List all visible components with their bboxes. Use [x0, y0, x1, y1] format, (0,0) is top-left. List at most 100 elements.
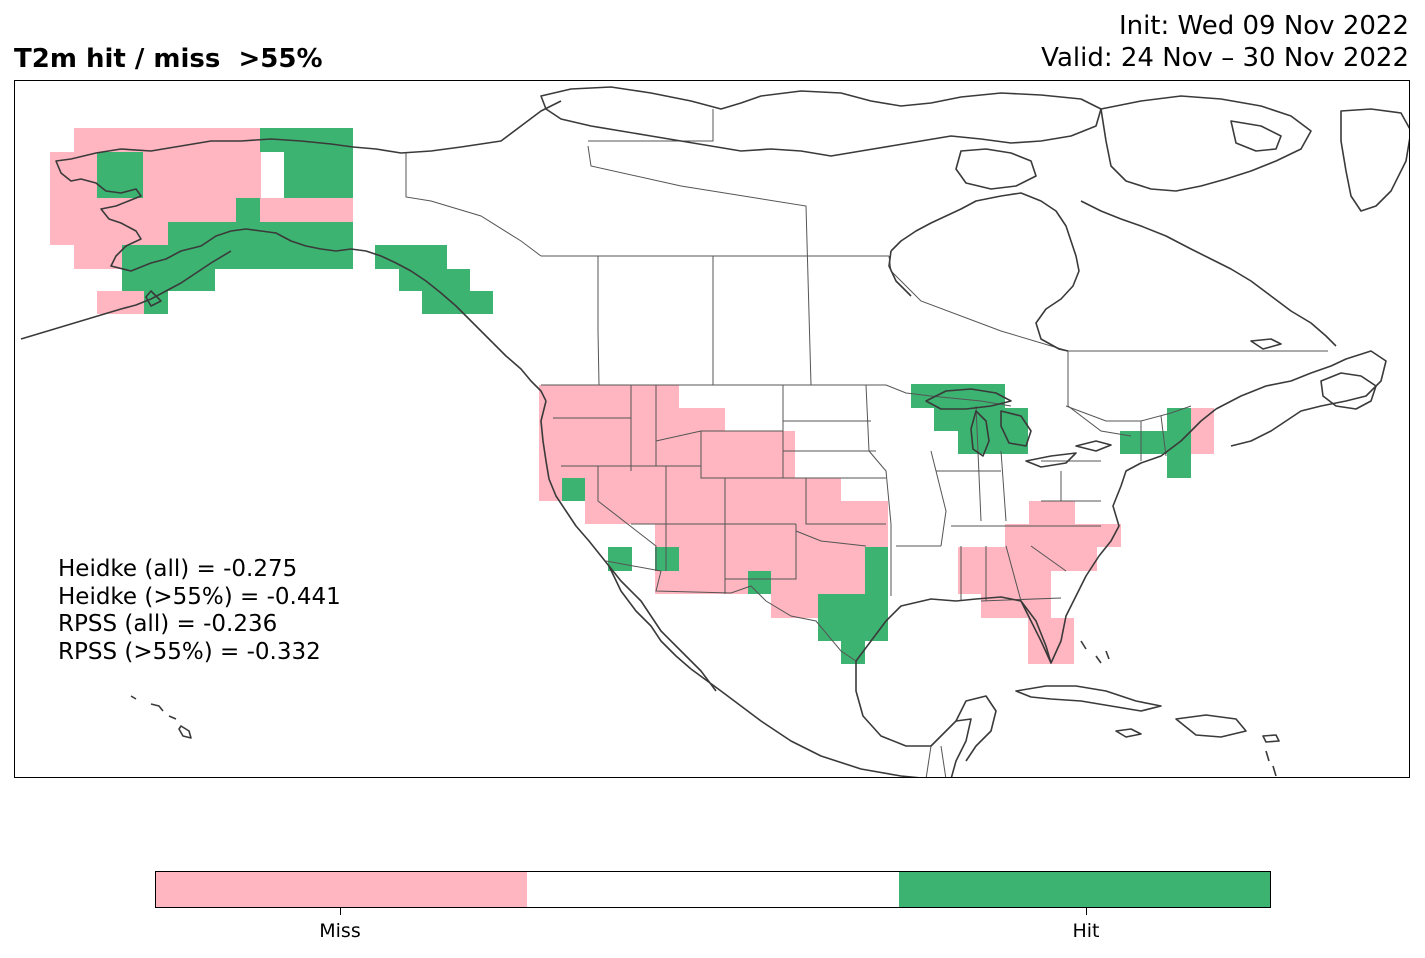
state-border: [930, 450, 947, 547]
score-rpss-55: RPSS (>55%) = -0.332: [58, 638, 321, 665]
valid-range: Valid: 24 Nov – 30 Nov 2022: [1041, 43, 1409, 73]
hit-cell: [562, 478, 585, 501]
province-border: [588, 109, 714, 142]
hit-cell: [144, 291, 168, 314]
coastline-bc: [492, 342, 547, 402]
score-rpss-all: RPSS (all) = -0.236: [58, 611, 278, 637]
colorbar-miss: [156, 872, 528, 907]
hit-cell: [97, 152, 143, 198]
state-border: [1030, 545, 1067, 572]
hit-cell: [934, 408, 1028, 431]
miss-cell: [539, 385, 679, 478]
miss-cell: [818, 501, 888, 524]
hawaii: [130, 695, 192, 739]
us-mexico-border: [605, 560, 857, 662]
coastline-baja: [608, 565, 692, 670]
hit-cell: [818, 618, 888, 641]
lesser-antilles: [1265, 750, 1277, 777]
miss-cell: [1029, 501, 1075, 524]
coastline-gulf: [855, 661, 972, 777]
hit-cell: [122, 269, 215, 291]
arctic-island: [540, 86, 1102, 157]
province-border: [587, 145, 812, 386]
lake-erie: [1025, 452, 1077, 468]
miss-cell: [958, 547, 1097, 571]
arctic-island: [1340, 108, 1409, 212]
miss-cell: [97, 291, 144, 314]
arctic-island: [955, 148, 1037, 190]
miss-cell: [1028, 618, 1074, 664]
colorbar-tick-hit: [1086, 908, 1087, 915]
coastline-west-us: [540, 400, 717, 692]
hit-cell: [122, 245, 353, 269]
coastline-aleutians: [20, 250, 232, 340]
province-border: [1067, 351, 1132, 437]
hit-cell: [608, 547, 632, 571]
florida: [1020, 600, 1052, 664]
miss-cell: [818, 478, 841, 501]
miss-cell: [1005, 524, 1121, 547]
cuba: [1015, 685, 1162, 712]
hit-cell: [1167, 454, 1191, 478]
hispaniola: [1175, 714, 1247, 738]
hit-cell: [375, 245, 447, 269]
hit-cell: [260, 128, 353, 152]
hit-cell: [236, 198, 260, 222]
island: [1250, 338, 1282, 350]
score-heidke-55: Heidke (>55%) = -0.441: [58, 583, 341, 610]
lake-superior: [925, 388, 1012, 410]
arctic-island: [1100, 95, 1312, 192]
state-border: [1160, 415, 1167, 457]
mexico-state-border: [940, 745, 947, 777]
hit-cell: [284, 152, 353, 198]
score-heidke-all: Heidke (all) = -0.275: [58, 556, 298, 582]
coastline-hudson: [890, 192, 1080, 352]
miss-cell: [958, 571, 1051, 594]
state-border: [1000, 450, 1007, 522]
colorbar: [155, 871, 1271, 908]
date-info: Init: Wed 09 Nov 2022 Valid: 24 Nov – 30…: [1041, 10, 1409, 74]
hit-cell: [865, 547, 888, 594]
arctic-island: [1230, 120, 1282, 152]
state-border: [597, 466, 657, 571]
puerto-rico: [1262, 734, 1280, 743]
province-border: [541, 255, 600, 386]
miss-cell: [679, 547, 865, 571]
hit-cell: [958, 431, 1028, 454]
hit-cell: [168, 222, 353, 245]
coastline-mexico-west: [690, 668, 920, 777]
miss-cell: [50, 198, 236, 222]
newfoundland: [1320, 372, 1377, 410]
hit-cell: [818, 594, 888, 618]
hit-cell: [911, 384, 1005, 408]
lake-ontario: [1075, 440, 1112, 452]
coastline-kodiak: [145, 290, 162, 307]
colorbar-label-miss: Miss: [319, 920, 361, 942]
miss-cell: [50, 222, 168, 245]
state-border: [975, 405, 982, 522]
coastline-hudson-west: [888, 250, 912, 297]
miss-cell: [74, 245, 122, 269]
state-border: [795, 530, 867, 547]
state-border: [1005, 545, 1022, 602]
hit-cell: [422, 291, 493, 314]
map-canvas: [20, 86, 1409, 777]
map-frame: [14, 80, 1410, 778]
province-border: [405, 153, 542, 257]
lake-huron: [1000, 410, 1032, 447]
miss-cell: [585, 478, 818, 524]
state-border: [805, 478, 886, 525]
skill-scores: Heidke (all) = -0.275 Heidke (>55%) = -0…: [58, 556, 341, 666]
coastline-gulf-us: [855, 408, 1217, 664]
coastline-maritimes: [1215, 350, 1387, 447]
state-border: [700, 431, 783, 479]
miss-cell: [679, 408, 725, 478]
state-border: [980, 597, 1062, 602]
lake-michigan: [970, 410, 990, 457]
yucatan: [955, 695, 997, 762]
miss-cell: [771, 594, 818, 618]
miss-cell: [1191, 408, 1214, 454]
init-date: Init: Wed 09 Nov 2022: [1118, 11, 1409, 41]
colorbar-hit: [898, 872, 1270, 907]
miss-cell: [655, 524, 888, 547]
